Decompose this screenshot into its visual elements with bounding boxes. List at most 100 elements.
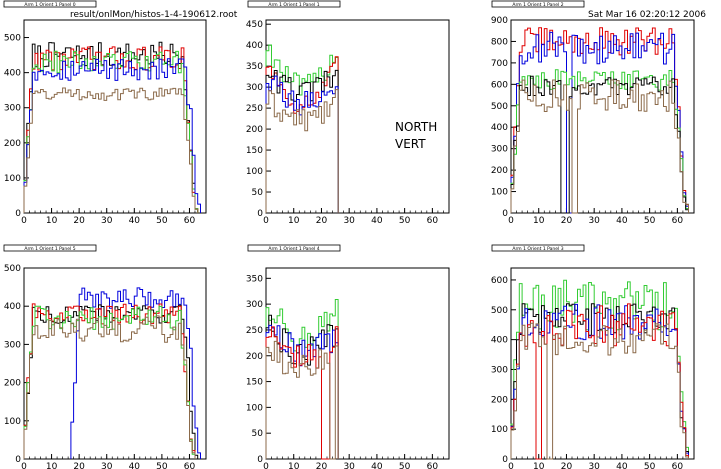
y-tick-label: 300 (246, 300, 263, 310)
y-tick-label: 0 (502, 209, 508, 219)
x-tick-label: 30 (343, 216, 355, 226)
x-tick-label: 60 (427, 462, 439, 469)
x-tick-label: 10 (288, 216, 300, 226)
annotation-vert: VERT (395, 137, 426, 151)
y-tick-label: 350 (246, 274, 263, 284)
panel-title: Arm 1 Orient 1 Panel 1 (268, 2, 319, 8)
panel-3: Arm 1 Orient 1 Panel 5 0 10 20 30 40 50 60 0 100 2… (3, 244, 207, 469)
series-black (265, 69, 339, 213)
x-tick-label: 20 (316, 462, 328, 469)
x-tick-label: 10 (46, 462, 58, 469)
y-tick-label: 200 (491, 166, 508, 176)
panel-title-box (3, 0, 97, 8)
panel-title: Arm 1 Orient 1 Panel 4 (268, 246, 319, 252)
y-tick-label: 250 (246, 326, 263, 336)
plot-frame (23, 19, 207, 214)
x-tick-label: 0 (263, 216, 269, 226)
series-green (23, 50, 199, 213)
plot-frame (510, 267, 695, 460)
x-tick-label: 50 (156, 216, 168, 226)
y-tick-label: 600 (491, 80, 508, 90)
x-tick-label: 50 (156, 462, 168, 469)
y-tick-label: 400 (4, 69, 21, 79)
y-tick-label: 500 (4, 264, 21, 274)
x-tick-label: 10 (288, 462, 300, 469)
y-tick-label: 100 (4, 174, 21, 184)
file-label: result/onlMon/histos-1-4-190612.root (70, 10, 238, 20)
y-tick-label: 100 (4, 417, 21, 427)
x-tick-label: 10 (46, 216, 58, 226)
y-tick-label: 300 (246, 83, 263, 93)
x-tick-label: 10 (533, 216, 545, 226)
plot-frame (23, 267, 207, 460)
y-tick-label: 200 (246, 125, 263, 135)
y-tick-label: 150 (246, 378, 263, 388)
y-tick-label: 300 (4, 340, 21, 350)
x-tick-label: 60 (184, 462, 196, 469)
y-tick-label: 100 (491, 425, 508, 435)
series-green (510, 69, 689, 213)
series-brown (23, 315, 196, 459)
panel-title-box (247, 0, 341, 8)
y-tick-label: 400 (4, 302, 21, 312)
y-tick-label: 400 (246, 41, 263, 51)
panel-0: Arm 1 Orient 1 Panel 0 0 10 20 30 40 50 60 0 100 2… (3, 0, 207, 226)
series-red (510, 303, 689, 460)
y-tick-label: 0 (15, 455, 21, 465)
y-tick-label: 500 (491, 102, 508, 112)
y-tick-label: 100 (246, 167, 263, 177)
x-tick-label: 30 (101, 462, 113, 469)
series-blue (510, 31, 689, 214)
y-tick-label: 200 (4, 139, 21, 149)
x-tick-label: 60 (672, 462, 684, 469)
series-red (265, 326, 339, 460)
panel-title-box (247, 244, 341, 252)
y-tick-label: 350 (246, 62, 263, 72)
y-tick-label: 200 (491, 395, 508, 405)
x-tick-label: 10 (533, 462, 545, 469)
x-tick-label: 60 (672, 216, 684, 226)
series-brown (510, 322, 689, 460)
y-tick-label: 600 (491, 276, 508, 286)
y-tick-label: 700 (491, 59, 508, 69)
panel-title: Arm 1 Orient 1 Panel 3 (512, 246, 563, 252)
x-tick-label: 40 (616, 462, 628, 469)
x-tick-label: 50 (644, 462, 656, 469)
panel-1: Arm 1 Orient 1 Panel 1 0 10 20 30 40 50 60 0 50 10… (246, 0, 450, 226)
x-tick-label: 60 (427, 216, 439, 226)
y-tick-label: 450 (246, 20, 263, 30)
y-tick-label: 300 (491, 365, 508, 375)
series-green (265, 299, 339, 459)
y-tick-label: 500 (4, 34, 21, 44)
panel-title: Arm 1 Orient 1 Panel 2 (512, 2, 563, 8)
panel-title-box (3, 244, 97, 252)
y-tick-label: 200 (4, 379, 21, 389)
panel-title: Arm 1 Orient 1 Panel 5 (24, 246, 75, 252)
x-tick-label: 30 (588, 462, 600, 469)
y-tick-label: 100 (491, 188, 508, 198)
series-blue (265, 324, 339, 459)
y-tick-label: 0 (257, 209, 263, 219)
plot-frame (510, 19, 695, 214)
y-tick-label: 250 (246, 104, 263, 114)
x-tick-label: 20 (561, 462, 573, 469)
series-black (510, 75, 689, 214)
x-tick-label: 0 (21, 216, 27, 226)
series-brown (510, 79, 689, 214)
y-tick-label: 400 (491, 123, 508, 133)
series-red (23, 46, 199, 213)
y-tick-label: 150 (246, 146, 263, 156)
x-tick-label: 20 (73, 216, 85, 226)
series-blue (265, 75, 339, 213)
x-tick-label: 50 (644, 216, 656, 226)
y-tick-label: 300 (491, 145, 508, 155)
series-brown (23, 87, 199, 213)
x-tick-label: 60 (184, 216, 196, 226)
x-tick-label: 0 (263, 462, 269, 469)
panel-title-box (491, 0, 585, 8)
x-tick-label: 30 (101, 216, 113, 226)
x-tick-label: 40 (616, 216, 628, 226)
x-tick-label: 40 (129, 462, 141, 469)
panel-title-box (491, 244, 585, 252)
panel-4: Arm 1 Orient 1 Panel 4 0 10 20 30 40 50 60 0 50 10… (246, 244, 450, 469)
